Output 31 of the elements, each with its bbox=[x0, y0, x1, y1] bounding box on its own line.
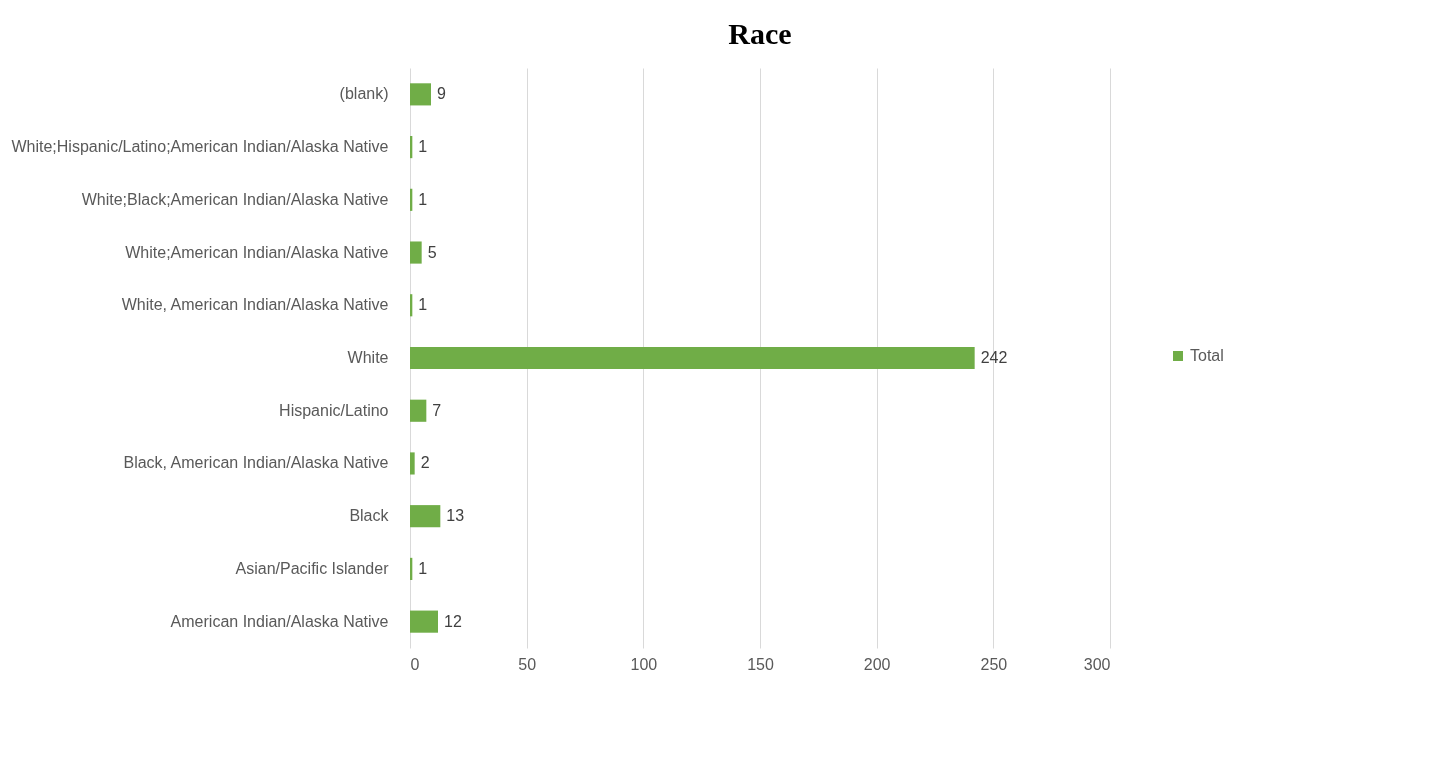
data-label: 1 bbox=[418, 559, 428, 577]
y-tick-label: White, American Indian/Alaska Native bbox=[121, 296, 389, 314]
x-tick-label: 250 bbox=[980, 655, 1008, 673]
x-tick-label: 150 bbox=[747, 655, 774, 673]
data-label: 7 bbox=[432, 401, 442, 419]
x-tick-label: 200 bbox=[863, 655, 891, 673]
y-tick-label: White;American Indian/Alaska Native bbox=[125, 243, 389, 261]
data-label: 9 bbox=[437, 85, 446, 103]
y-tick-label: (blank) bbox=[339, 85, 389, 103]
y-tick-label: White bbox=[347, 349, 389, 366]
x-tick-label: 100 bbox=[630, 655, 658, 673]
data-label: 1 bbox=[418, 190, 428, 208]
y-tick-label: Black bbox=[349, 507, 390, 525]
data-label: 242 bbox=[980, 349, 1008, 366]
y-tick-label: White;Black;American Indian/Alaska Native bbox=[81, 190, 389, 208]
y-tick-label: Hispanic/Latino bbox=[279, 401, 389, 419]
x-tick-label: 300 bbox=[1083, 655, 1111, 673]
data-label: 13 bbox=[446, 507, 465, 525]
data-label: 1 bbox=[418, 296, 428, 314]
data-label: 2 bbox=[420, 454, 430, 472]
data-label: 12 bbox=[444, 612, 462, 630]
legend-label: Total bbox=[1190, 347, 1224, 364]
y-tick-label: Asian/Pacific Islander bbox=[235, 559, 390, 577]
y-tick-label: American Indian/Alaska Native bbox=[170, 612, 389, 630]
data-label: 5 bbox=[427, 243, 437, 261]
data-label: 1 bbox=[418, 138, 428, 156]
x-tick-label: 50 bbox=[518, 655, 537, 673]
y-tick-label: Black, American Indian/Alaska Native bbox=[123, 454, 389, 472]
x-tick-label: 0 bbox=[410, 655, 420, 673]
chart-title: Race bbox=[728, 17, 792, 50]
y-tick-label: White;Hispanic/Latino;American Indian/Alaska Native bbox=[11, 138, 389, 156]
